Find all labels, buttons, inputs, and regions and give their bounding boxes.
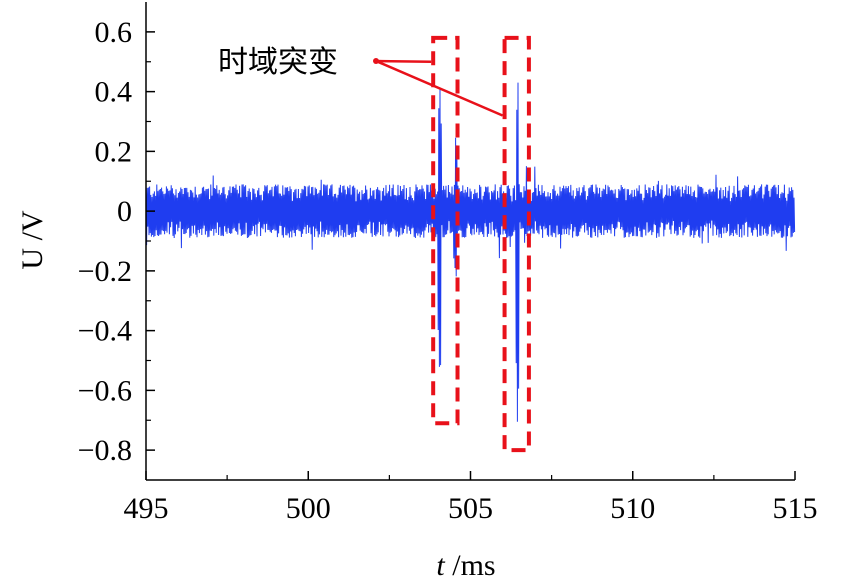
x-tick-label: 505 (448, 492, 493, 525)
x-tick-label: 515 (773, 492, 818, 525)
highlight-box (431, 35, 460, 426)
axes: 0.6 0.4 0.2 0 −0.2 −0.4 −0.6 −0.8 495 500 505 510 51… (78, 2, 818, 525)
x-tick-label: 495 (124, 492, 169, 525)
highlight-box (502, 35, 531, 453)
y-tick-label: −0.8 (78, 434, 132, 467)
x-axis-title-unit: /ms (445, 549, 496, 582)
signal-trace (145, 82, 796, 422)
annotation-arrow (375, 59, 504, 117)
annotation-layer: 时域突变 (218, 35, 531, 453)
y-tick-label: 0 (117, 195, 132, 228)
annotation-arrow (375, 59, 432, 63)
plot-area (145, 82, 796, 422)
y-tick-label: 0.2 (95, 135, 133, 168)
y-tick-label: 0.4 (95, 76, 133, 109)
x-axis-title: t /ms (436, 549, 495, 582)
y-tick-label: −0.4 (78, 315, 132, 348)
annotation-arrow-origin (373, 58, 379, 64)
x-tick-label: 500 (286, 492, 331, 525)
annotation-label: 时域突变 (218, 45, 338, 80)
x-axis-title-variable: t (436, 549, 445, 582)
y-tick-label: −0.2 (78, 255, 132, 288)
y-tick-label: −0.6 (78, 374, 132, 407)
x-tick-label: 510 (610, 492, 655, 525)
y-tick-label: 0.6 (95, 16, 133, 49)
y-axis-title: U /V (16, 210, 49, 270)
